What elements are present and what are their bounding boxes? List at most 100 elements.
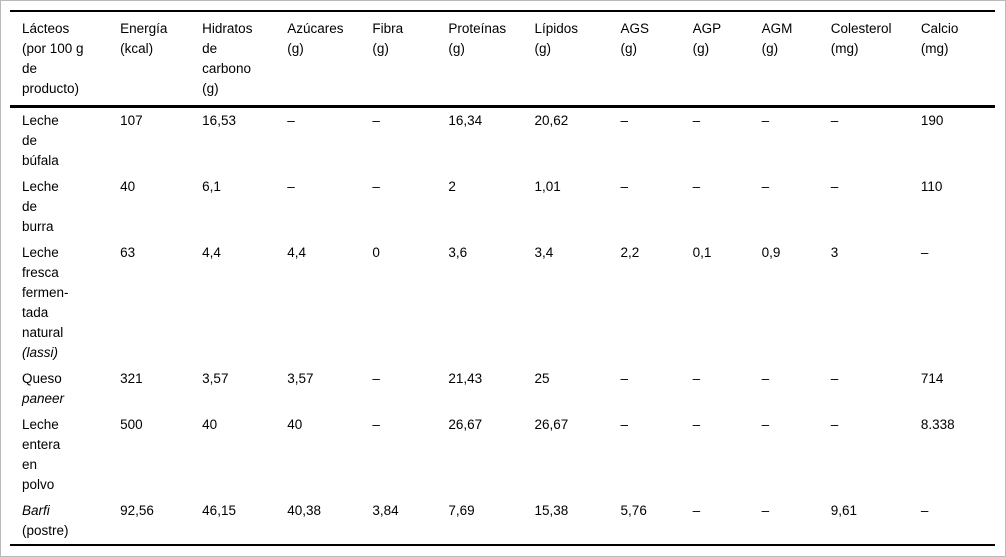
data-cell: – [692, 417, 701, 432]
table-row: Leche entera en polvo 500 40 40 – 26,67 26,67 –… [10, 412, 995, 498]
data-cell: 321 [120, 371, 143, 386]
row-label: Barfi (postre) [10, 498, 108, 545]
data-cell: 2 [448, 179, 456, 194]
row-label-segment: Leche fresca fermen- tada natural [22, 245, 69, 340]
table-header-row: Lácteos (por 100 g de producto) Energía (… [10, 11, 995, 108]
data-cell: 16,34 [448, 113, 483, 128]
header-cell: Energía (kcal) [108, 11, 191, 108]
data-cell: – [761, 417, 770, 432]
row-label-segment: Leche de búfala [22, 113, 59, 168]
data-cell: 500 [120, 417, 143, 432]
data-cell: 3,57 [202, 371, 229, 386]
data-cell: 714 [920, 371, 944, 386]
data-cell: 6,1 [202, 179, 221, 194]
header-cell: AGM (g) [749, 11, 819, 108]
row-label-italic-segment: (lassi) [22, 345, 58, 360]
data-cell: 2,2 [620, 245, 640, 260]
data-cell: 26,67 [534, 417, 569, 432]
header-cell: Calcio (mg) [908, 11, 995, 108]
row-label: Queso paneer [10, 366, 108, 412]
row-label-segment: Leche de burra [22, 179, 59, 234]
table-row: Barfi (postre) 92,56 46,15 40,38 3,84 7,69 15,… [10, 498, 995, 545]
data-cell: – [920, 503, 929, 518]
data-cell: – [620, 113, 629, 128]
row-label: Leche de búfala [10, 107, 108, 175]
nutrition-table: Lácteos (por 100 g de producto) Energía (… [10, 10, 995, 546]
data-cell: 3,4 [534, 245, 554, 260]
data-cell: – [372, 417, 380, 432]
row-label: Leche entera en polvo [10, 412, 108, 498]
data-cell: 7,69 [448, 503, 475, 518]
data-cell: – [920, 245, 929, 260]
data-cell: 4,4 [287, 245, 307, 260]
data-cell: 5,76 [620, 503, 647, 518]
data-cell: 16,53 [202, 113, 236, 128]
data-cell: 15,38 [534, 503, 569, 518]
data-cell: – [692, 503, 701, 518]
header-cell: Colesterol (mg) [818, 11, 909, 108]
data-cell: – [830, 371, 839, 386]
data-cell: – [287, 113, 295, 128]
table-header: Lácteos (por 100 g de producto) Energía (… [10, 11, 995, 108]
data-cell: – [761, 371, 770, 386]
data-cell: – [620, 179, 629, 194]
data-cell: 9,61 [830, 503, 858, 518]
data-cell: 110 [920, 179, 943, 194]
data-cell: 8.338 [920, 417, 955, 432]
row-label-segment: Queso [22, 371, 62, 386]
data-cell: 1,01 [534, 179, 561, 194]
data-cell: 107 [120, 113, 143, 128]
data-cell: – [372, 179, 380, 194]
data-cell: – [692, 179, 701, 194]
data-cell: – [830, 417, 839, 432]
data-cell: 26,67 [448, 417, 483, 432]
data-cell: 21,43 [448, 371, 483, 386]
header-cell: Lácteos (por 100 g de producto) [10, 11, 109, 108]
header-cell: Hidratos de carbono (g) [190, 11, 276, 108]
header-cell: Azúcares (g) [275, 11, 361, 108]
data-cell: 4,4 [202, 245, 221, 260]
data-cell: – [761, 179, 770, 194]
data-cell: 63 [120, 245, 136, 260]
data-cell: 0,9 [761, 245, 781, 260]
data-cell: 190 [920, 113, 944, 128]
header-cell: Fibra (g) [360, 11, 437, 108]
data-cell: 40 [202, 417, 218, 432]
header-cell: Lípidos (g) [522, 11, 609, 108]
row-label-segment: Leche entera en polvo [22, 417, 61, 492]
data-cell: – [761, 113, 770, 128]
data-cell: 92,56 [120, 503, 154, 518]
data-cell: – [692, 371, 701, 386]
row-label-italic-segment: Barfi [22, 503, 50, 518]
row-label-segment: (postre) [22, 523, 69, 538]
data-cell: – [761, 503, 770, 518]
data-cell: 3,84 [372, 503, 399, 518]
row-label: Leche de burra [10, 174, 108, 240]
data-cell: – [692, 113, 701, 128]
data-cell: 0 [372, 245, 380, 260]
row-label: Leche fresca fermen- tada natural (lassi… [10, 240, 108, 366]
data-cell: 46,15 [202, 503, 236, 518]
data-cell: 3,57 [287, 371, 314, 386]
data-cell: 3 [830, 245, 839, 260]
table-row: Leche fresca fermen- tada natural (lassi… [10, 240, 995, 366]
data-cell: 3,6 [448, 245, 468, 260]
data-cell: – [830, 113, 839, 128]
data-cell: – [372, 371, 380, 386]
row-label-italic-segment: paneer [22, 391, 65, 406]
header-cell: AGS (g) [608, 11, 681, 108]
data-cell: – [287, 179, 295, 194]
header-cell: Proteínas (g) [436, 11, 523, 108]
data-cell: 20,62 [534, 113, 569, 128]
data-cell: 40 [287, 417, 303, 432]
data-cell: 25 [534, 371, 550, 386]
data-cell: 40 [120, 179, 136, 194]
table-body: Leche de búfala 107 16,53 – – 16,34 20,62 – – – – 1… [10, 107, 995, 546]
table-row: Leche de búfala 107 16,53 – – 16,34 20,62 – – – – 1… [10, 107, 995, 175]
data-cell: – [830, 179, 839, 194]
header-cell: AGP (g) [680, 11, 750, 108]
data-cell: 0,1 [692, 245, 712, 260]
table-row: Leche de burra 40 6,1 – – 2 1,01 – – – – 110 [10, 174, 995, 240]
data-cell: 40,38 [287, 503, 322, 518]
